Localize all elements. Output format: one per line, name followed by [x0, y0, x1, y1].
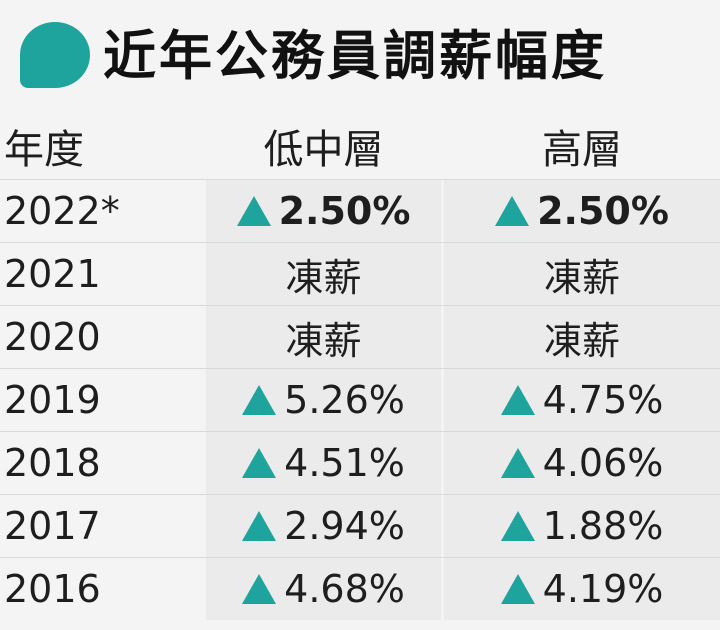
- low-mid-rate-cell: 4.51%: [206, 432, 441, 494]
- high-rate-cell: 2.50%: [444, 180, 720, 242]
- table-row: 2022* 2.50% 2.50%: [0, 179, 720, 242]
- table-row: 2016 4.68% 4.19%: [0, 557, 720, 620]
- low-mid-rate-cell: 2.50%: [206, 180, 441, 242]
- table-row: 2020 凍薪 凍薪: [0, 305, 720, 368]
- column-header-high: 高層: [542, 127, 622, 173]
- increase-triangle-icon: [495, 196, 530, 226]
- high-rate-value: 2.50%: [537, 189, 669, 233]
- high-rate-cell: 4.06%: [444, 432, 720, 494]
- year-cell: 2017: [4, 504, 101, 548]
- high-rate-value: 1.88%: [542, 504, 664, 548]
- high-rate-value: 4.75%: [542, 378, 664, 422]
- increase-triangle-icon: [236, 196, 271, 226]
- high-rate-cell: 4.75%: [444, 369, 720, 431]
- high-rate-cell: 凍薪: [444, 243, 720, 305]
- high-rate-cell: 凍薪: [444, 306, 720, 368]
- low-mid-rate-value: 凍薪: [285, 255, 362, 300]
- pay-adjustment-table: 年度 低中層 高層 2022* 2.50% 2.50% 2021 凍薪 凍薪 2020 凍薪凍…: [0, 113, 720, 620]
- high-rate-value: 凍薪: [543, 255, 620, 300]
- increase-triangle-icon: [500, 511, 535, 541]
- year-cell: 2019: [4, 378, 101, 422]
- high-rate-value: 4.06%: [542, 441, 664, 485]
- year-cell: 2022*: [4, 189, 120, 233]
- table-header-row: 年度 低中層 高層: [0, 113, 720, 179]
- low-mid-rate-value: 2.50%: [278, 189, 411, 233]
- high-rate-cell: 1.88%: [444, 495, 720, 557]
- table-row: 2017 2.94% 1.88%: [0, 494, 720, 557]
- column-header-low-mid: 低中層: [263, 127, 384, 173]
- speech-bubble-icon: [20, 22, 90, 88]
- low-mid-rate-value: 2.94%: [284, 504, 405, 548]
- low-mid-rate-cell: 2.94%: [206, 495, 441, 557]
- increase-triangle-icon: [242, 511, 277, 541]
- increase-triangle-icon: [500, 385, 535, 415]
- low-mid-rate-value: 5.26%: [284, 378, 405, 422]
- increase-triangle-icon: [242, 574, 277, 604]
- low-mid-rate-cell: 凍薪: [206, 306, 441, 368]
- low-mid-rate-value: 4.51%: [284, 441, 405, 485]
- increase-triangle-icon: [242, 385, 277, 415]
- year-cell: 2021: [4, 252, 101, 296]
- table-row: 2021 凍薪 凍薪: [0, 242, 720, 305]
- chart-header: 近年公務員調薪幅度: [0, 0, 720, 110]
- table-body: 2022* 2.50% 2.50% 2021 凍薪 凍薪 2020 凍薪 凍薪 2019 5.26%…: [0, 179, 720, 620]
- increase-triangle-icon: [500, 448, 535, 478]
- column-header-year: 年度: [4, 127, 84, 173]
- high-rate-value: 凍薪: [543, 318, 620, 363]
- year-cell: 2018: [4, 441, 101, 485]
- chart-title: 近年公務員調薪幅度: [103, 25, 607, 87]
- table-row: 2018 4.51% 4.06%: [0, 431, 720, 494]
- low-mid-rate-cell: 凍薪: [206, 243, 441, 305]
- year-cell: 2020: [4, 315, 101, 359]
- low-mid-rate-value: 凍薪: [285, 318, 362, 363]
- increase-triangle-icon: [500, 574, 535, 604]
- low-mid-rate-value: 4.68%: [284, 567, 405, 611]
- increase-triangle-icon: [242, 448, 277, 478]
- high-rate-value: 4.19%: [542, 567, 664, 611]
- low-mid-rate-cell: 4.68%: [206, 558, 441, 620]
- year-cell: 2016: [4, 567, 101, 611]
- low-mid-rate-cell: 5.26%: [206, 369, 441, 431]
- table-row: 2019 5.26% 4.75%: [0, 368, 720, 431]
- high-rate-cell: 4.19%: [444, 558, 720, 620]
